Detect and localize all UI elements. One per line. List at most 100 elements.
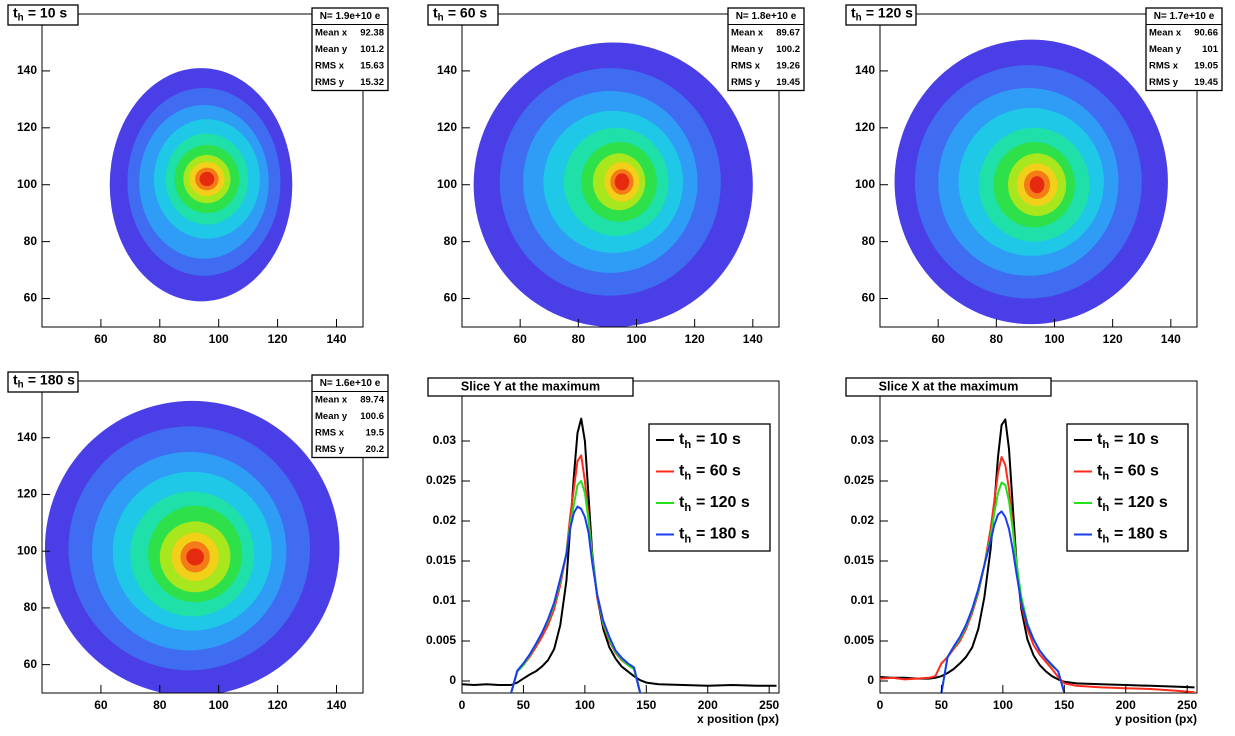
stats-box [311,7,389,92]
subscript: h [18,12,24,23]
title-box [427,4,499,26]
text-part: = 60 s [696,463,741,480]
stats-box [727,7,805,92]
x-tick-label: 120 [685,332,705,346]
x-tick-label: 0 [877,698,884,712]
text-part: = 60 s [1114,463,1159,480]
series-line [880,418,1195,689]
plot-area [462,417,777,693]
legend-label: th = 60 s [1097,463,1159,483]
subscript: h [856,12,862,23]
stats-value: 89.74 [360,394,384,405]
stats-value: 19.5 [366,427,385,438]
x-tick-label: 0 [459,698,466,712]
x-axis-label: y position (px) [1115,712,1197,726]
stats-label: Mean y [315,44,348,55]
y-tick-label: 100 [437,177,457,191]
y-tick-label: 80 [862,234,876,248]
title-box [845,4,917,26]
stats-label: Mean x [1149,27,1182,38]
y-tick-label: 140 [437,63,457,77]
y-tick-label: 60 [24,657,38,671]
stats-label: RMS y [731,77,761,88]
contour-level [186,548,204,566]
y-tick-label: 0.03 [851,433,875,447]
y-tick-label: 60 [862,291,876,305]
panel-title: Slice X at the maximum [879,379,1019,393]
title-box [427,377,634,397]
text-part: t [13,371,18,387]
x-tick-label: 140 [326,332,346,346]
x-tick-label: 80 [153,698,167,712]
text-part: = 10 s [696,431,741,448]
text-part: = 10 s [28,4,68,20]
panel-title: Slice Y at the maximum [461,379,600,393]
x-tick-label: 140 [326,698,346,712]
stats-value: 101.2 [360,44,384,55]
y-tick-label: 60 [24,291,38,305]
stats-label: Mean x [731,27,764,38]
text-part: t [13,4,18,20]
x-tick-label: 50 [935,698,949,712]
x-tick-label: 100 [1044,332,1064,346]
x-tick-label: 60 [94,698,108,712]
y-tick-label: 100 [17,177,37,191]
y-tick-label: 100 [17,543,37,557]
text-part: t [679,494,685,511]
stats-label: RMS y [1149,77,1179,88]
plot-area [880,418,1195,693]
stats-label: RMS x [1149,60,1179,71]
y-tick-label: 0.015 [426,553,456,567]
stats-box [311,374,389,459]
text-part: t [1097,463,1103,480]
subscript: h [684,470,691,482]
text-part: t [1097,526,1103,543]
y-tick-label: 0.005 [844,633,874,647]
text-part: t [1097,431,1103,448]
stats-value: 19.05 [1194,60,1218,71]
title-box [7,4,79,26]
x-tick-label: 100 [626,332,646,346]
frame [41,380,364,694]
x-tick-label: 150 [1054,698,1074,712]
text-part: = 120 s [866,4,913,20]
x-axis-label: x position (px) [697,712,779,726]
subscript: h [1102,470,1109,482]
x-tick-label: 80 [572,332,586,346]
y-tick-label: 100 [855,177,875,191]
y-tick-label: 120 [17,487,37,501]
heatmap [473,42,753,327]
subscript: h [684,533,691,545]
y-tick-label: 80 [24,600,38,614]
panel-title: th = 60 s [433,4,487,23]
stats-label: Mean y [315,411,348,422]
text-part: t [851,4,856,20]
x-tick-label: 200 [698,698,718,712]
stats-label: Mean x [315,394,348,405]
x-tick-label: 60 [931,332,945,346]
legend-label: th = 60 s [679,463,741,483]
stats-value: 15.32 [360,77,384,88]
stats-value: 15.63 [360,60,384,71]
y-tick-label: 120 [855,120,875,134]
y-tick-label: 0.005 [426,633,456,647]
x-tick-label: 100 [993,698,1013,712]
legend-box [648,423,771,552]
text-part: = 120 s [696,494,750,511]
subscript: h [1102,502,1109,514]
heatmap [109,68,293,302]
heatmap [894,39,1168,325]
legend-label: th = 120 s [1097,494,1168,514]
y-tick-label: 60 [444,291,458,305]
x-tick-label: 250 [759,698,779,712]
stats-value: 92.38 [360,27,384,38]
text-part: t [679,526,685,543]
frame [41,13,364,328]
x-tick-label: 200 [1116,698,1136,712]
contour-level [1029,176,1045,194]
legend-label: th = 180 s [1097,526,1168,546]
stats-title: N= 1.9e+10 e [320,11,381,22]
y-tick-label: 120 [437,120,457,134]
y-tick-label: 140 [17,63,37,77]
